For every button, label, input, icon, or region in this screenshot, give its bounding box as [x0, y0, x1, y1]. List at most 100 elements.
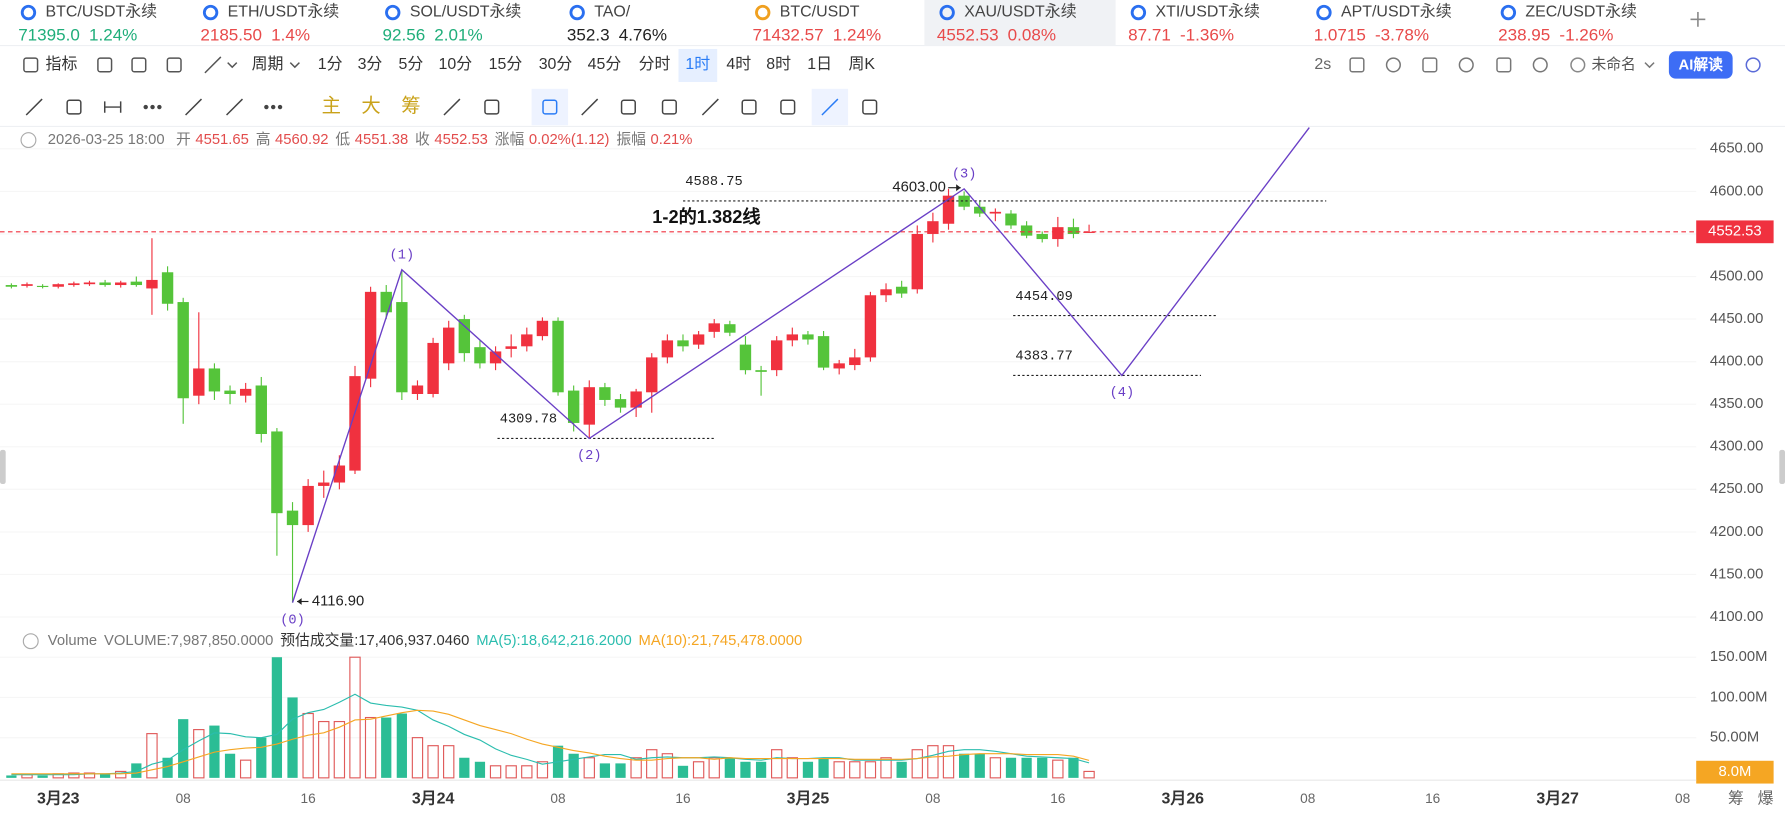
- interval-button[interactable]: 1日: [807, 56, 832, 73]
- interval-button[interactable]: 15分: [489, 55, 523, 73]
- draw-tool[interactable]: [741, 99, 757, 115]
- level-label: 4454.09: [1015, 290, 1072, 305]
- interval-button[interactable]: 1分: [318, 55, 343, 73]
- ticker-name[interactable]: BTC/USDT永续: [46, 3, 158, 21]
- interval-button[interactable]: 3分: [358, 55, 383, 73]
- ticker-name[interactable]: SOL/USDT永续: [410, 3, 522, 21]
- interval-button[interactable]: 45分: [588, 55, 622, 73]
- layout-chevron[interactable]: [1644, 62, 1655, 69]
- cloud-icon[interactable]: [1570, 57, 1586, 73]
- more-tools[interactable]: [264, 104, 283, 110]
- ticker-price: 352.3: [567, 25, 610, 44]
- toolbar-icon[interactable]: [1385, 57, 1401, 73]
- ticker-change: 1.4%: [271, 25, 310, 44]
- draw-tool[interactable]: [862, 99, 878, 115]
- active-tab[interactable]: [924, 0, 1116, 46]
- toolbar-icon[interactable]: [97, 57, 113, 73]
- candle-body: [974, 206, 986, 214]
- draw-tool[interactable]: [484, 99, 500, 115]
- ticker-name[interactable]: ZEC/USDT永续: [1525, 3, 1637, 21]
- indicator-icon[interactable]: [23, 57, 39, 73]
- ticker-quote: 352.3 4.76%: [567, 25, 667, 44]
- period-button[interactable]: 周期: [252, 55, 284, 73]
- share-icon[interactable]: [1745, 57, 1761, 73]
- candle-body: [849, 357, 861, 366]
- volume-bar: [427, 745, 439, 779]
- toolbar-icon[interactable]: [131, 57, 147, 73]
- interval-button[interactable]: 1时: [685, 55, 710, 73]
- ticker-name[interactable]: APT/USDT永续: [1341, 3, 1452, 21]
- corner-label[interactable]: 筹: [1728, 790, 1744, 808]
- interval-button[interactable]: 8时: [766, 55, 791, 73]
- right-handle[interactable]: [1779, 449, 1785, 485]
- ticker-icon: [1130, 4, 1147, 21]
- draw-tool[interactable]: [143, 104, 162, 110]
- draw-tool[interactable]: [661, 99, 677, 115]
- icon-shape: [1644, 62, 1655, 69]
- chip-tool[interactable]: 主: [322, 95, 341, 117]
- header-field: 开: [176, 132, 191, 148]
- icon-shape: [1349, 57, 1365, 73]
- ticker-name[interactable]: XAU/USDT永续: [964, 3, 1076, 21]
- draw-tool[interactable]: [821, 98, 839, 116]
- toolbar-icon[interactable]: [204, 56, 222, 74]
- candle-body: [271, 431, 283, 514]
- ticker-name[interactable]: BTC/USDT: [780, 4, 860, 21]
- refresh-button[interactable]: 2s: [1314, 56, 1331, 73]
- ticker-name[interactable]: TAO/: [594, 4, 631, 21]
- icon-shape: [277, 104, 283, 110]
- layout-name[interactable]: 未命名: [1591, 55, 1635, 73]
- toolbar-icon[interactable]: [1422, 57, 1438, 73]
- draw-tool[interactable]: [66, 99, 82, 115]
- chip-tool[interactable]: 大: [361, 95, 380, 117]
- corner-label[interactable]: 爆: [1758, 789, 1774, 808]
- draw-tool[interactable]: [443, 98, 461, 116]
- draw-tool[interactable]: [103, 101, 122, 113]
- volume-bar: [349, 656, 361, 779]
- last-price-box: [1696, 220, 1774, 244]
- draw-tool[interactable]: [701, 98, 719, 116]
- draw-tool[interactable]: [25, 98, 43, 116]
- toolbar-icon[interactable]: [1458, 57, 1474, 73]
- draw-tool[interactable]: [185, 98, 203, 116]
- candle-body: [833, 363, 845, 369]
- toolbar-icon[interactable]: [1349, 57, 1365, 73]
- candle-body: [349, 376, 361, 471]
- candle-body: [958, 195, 970, 207]
- draw-tool[interactable]: [780, 99, 796, 115]
- interval-button[interactable]: 30分: [539, 55, 573, 73]
- ticker-name[interactable]: XTI/USDT永续: [1155, 3, 1260, 21]
- volume-bar: [927, 745, 939, 779]
- draw-tool[interactable]: [226, 98, 244, 116]
- volume-bar: [802, 761, 814, 778]
- collapse-icon[interactable]: [22, 633, 39, 650]
- volume-bar: [942, 745, 955, 779]
- collapse-icon[interactable]: [20, 132, 37, 149]
- toolbar-icon[interactable]: [1496, 57, 1512, 73]
- period-chevron[interactable]: [289, 62, 300, 69]
- toolbar-icon[interactable]: [166, 57, 182, 73]
- volume-bar: [411, 737, 424, 779]
- candle-body: [318, 482, 330, 486]
- interval-button[interactable]: 4时: [726, 55, 751, 73]
- candle-body: [989, 211, 1002, 214]
- interval-button[interactable]: 周K: [848, 56, 875, 73]
- toolbar-chevron[interactable]: [227, 62, 238, 69]
- add-tab[interactable]: [1690, 11, 1706, 27]
- draw-tool[interactable]: [620, 99, 636, 115]
- level-label: 4309.78: [500, 413, 557, 428]
- interval-button[interactable]: 10分: [439, 55, 473, 73]
- ticker-name[interactable]: ETH/USDT永续: [228, 3, 340, 21]
- interval-button[interactable]: 5分: [399, 55, 424, 73]
- draw-tool[interactable]: [581, 98, 599, 116]
- ai-button-bg[interactable]: [1668, 51, 1733, 79]
- indicators-button[interactable]: 指标: [46, 55, 78, 73]
- chip-tool[interactable]: 筹: [401, 95, 420, 117]
- y-tick-label: 4600.00: [1710, 183, 1763, 199]
- toolbar-icon[interactable]: [1532, 57, 1548, 73]
- left-handle[interactable]: [0, 449, 6, 485]
- interval-button[interactable]: 分时: [639, 55, 671, 73]
- wave-label: (0): [280, 613, 305, 628]
- ai-button[interactable]: AI解读: [1679, 55, 1724, 73]
- draw-tool[interactable]: [542, 99, 558, 115]
